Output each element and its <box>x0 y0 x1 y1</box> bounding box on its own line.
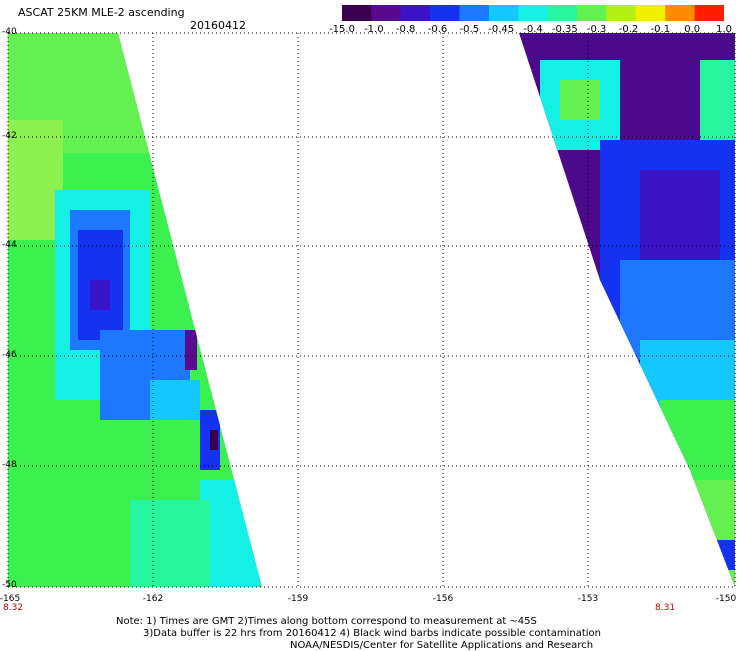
colorbar-segment <box>577 5 607 21</box>
colorbar-label: -15.0 <box>329 24 355 35</box>
y-axis-label-50: -50 <box>2 580 17 590</box>
colorbar-label: -0.5 <box>459 24 480 35</box>
product-date: 20160412 <box>190 19 246 32</box>
colorbar-label: -0.45 <box>488 24 515 35</box>
right-swath <box>519 33 735 587</box>
colorbar-segment <box>606 5 637 21</box>
left-swath <box>8 33 262 587</box>
map-plot <box>7 32 736 588</box>
colorbar-segment <box>635 5 666 21</box>
product-title: ASCAT 25KM MLE-2 ascending <box>18 6 185 19</box>
colorbar-labels: -15.0 -1.0 -0.8 -0.6 -0.5 -0.45 -0.4 -0.35 -0.3-… <box>0 24 740 38</box>
colorbar-label: 1.0 <box>716 24 732 35</box>
left-time-label: 8.32 <box>3 603 24 613</box>
colorbar-segment <box>488 5 519 21</box>
colorbar <box>342 5 724 21</box>
x-axis-label-165: -165 <box>0 594 21 604</box>
note-line-2: 3)Data buffer is 22 hrs from 20160412 4)… <box>143 628 601 639</box>
colorbar-segment <box>518 5 549 21</box>
colorbar-segment <box>694 5 724 21</box>
y-axis-label-42: -42 <box>2 131 17 141</box>
x-axis-label-156: -156 <box>432 594 454 604</box>
colorbar-label: -0.35 <box>551 24 578 35</box>
gridlines <box>7 32 736 588</box>
y-axis-label-44: -44 <box>2 240 17 250</box>
colorbar-label: -0.3 <box>586 24 607 35</box>
x-axis-label-162: -162 <box>142 594 164 604</box>
colorbar-label: -0.1 <box>650 24 671 35</box>
colorbar-label: -0.8 <box>395 24 416 35</box>
y-axis-label-46: -46 <box>2 350 17 360</box>
note-line-3: NOAA/NESDIS/Center for Satellite Applica… <box>290 640 594 651</box>
colorbar-segment <box>430 5 461 21</box>
x-axis-label-153: -153 <box>577 594 599 604</box>
x-axis-label-159: -159 <box>287 594 309 604</box>
y-axis-label-40: -40 <box>2 27 17 37</box>
colorbar-label: 0.0 <box>684 24 701 35</box>
colorbar-segment <box>371 5 402 21</box>
colorbar-label: -0.6 <box>427 24 448 35</box>
y-axis-label-48: -48 <box>2 460 17 470</box>
x-axis-label-150: -150 <box>715 594 737 604</box>
colorbar-label: -0.2 <box>618 24 639 35</box>
colorbar-segment <box>547 5 578 21</box>
colorbar-label: -1.0 <box>364 24 384 35</box>
right-time-label: 8.31 <box>655 603 676 613</box>
colorbar-segment <box>459 5 490 21</box>
colorbar-label: -0.4 <box>523 24 543 35</box>
colorbar-segment <box>342 5 372 21</box>
colorbar-segment <box>400 5 431 21</box>
note-line-1: Note: 1) Times are GMT 2)Times along bot… <box>116 616 537 627</box>
colorbar-segment <box>665 5 696 21</box>
